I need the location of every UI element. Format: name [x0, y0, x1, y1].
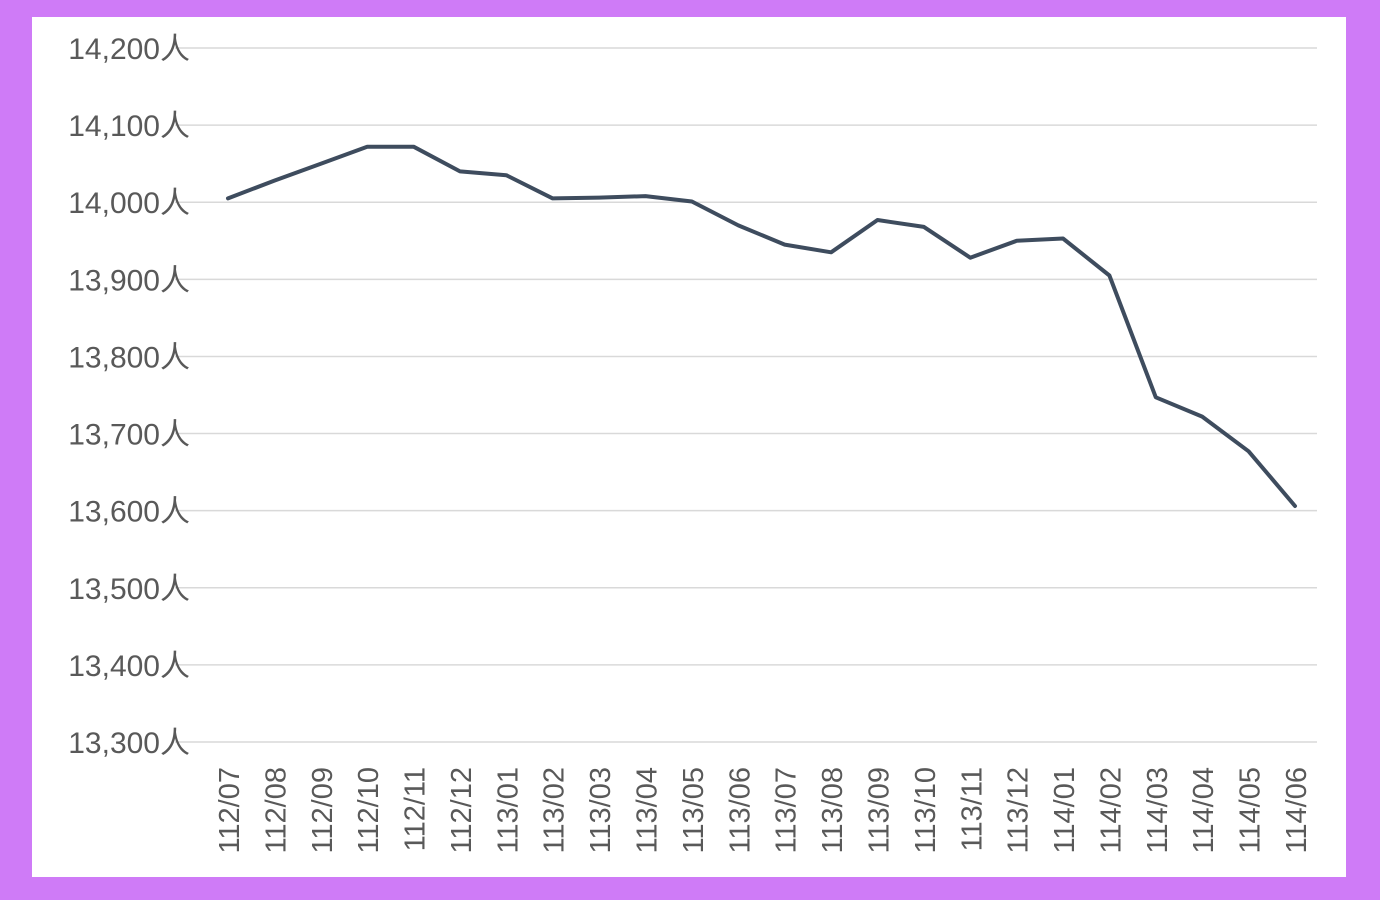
- x-tick-label: 113/02: [539, 767, 571, 854]
- x-tick-label: 113/11: [956, 767, 988, 851]
- y-tick-label: 13,700人: [68, 419, 190, 452]
- x-tick-label: 112/11: [400, 767, 432, 851]
- y-axis-ticks: 13,300人 13,400人 13,500人 13,600人 13,700人 13,80…: [68, 33, 190, 760]
- x-tick-label: 114/05: [1235, 767, 1267, 854]
- x-tick-label: 113/09: [863, 767, 895, 854]
- x-tick-label: 114/04: [1188, 767, 1220, 854]
- series-line: [226, 144, 1297, 508]
- x-tick-label: 113/10: [910, 767, 942, 854]
- x-tick-label: 112/12: [446, 767, 478, 854]
- y-tick-label: 14,200人: [68, 33, 190, 66]
- x-tick-label: 113/08: [817, 767, 849, 854]
- x-tick-label: 114/06: [1281, 767, 1313, 854]
- x-tick-label: 112/09: [307, 767, 339, 854]
- line-chart: 13,300人 13,400人 13,500人 13,600人 13,700人 13,80…: [68, 33, 1317, 854]
- x-tick-label: 112/07: [214, 767, 246, 854]
- x-tick-label: 112/08: [260, 767, 292, 854]
- x-tick-label: 113/01: [492, 767, 524, 854]
- chart-panel: 13,300人 13,400人 13,500人 13,600人 13,700人 13,80…: [32, 17, 1346, 877]
- x-tick-label: 114/02: [1095, 767, 1127, 854]
- x-tick-label: 114/01: [1049, 767, 1081, 854]
- gridlines: [175, 47, 1317, 743]
- x-tick-label: 113/03: [585, 767, 617, 854]
- x-tick-label: 113/12: [1003, 767, 1035, 854]
- x-tick-label: 113/05: [678, 767, 710, 854]
- y-tick-label: 14,000人: [68, 187, 190, 220]
- x-tick-label: 112/10: [353, 767, 385, 854]
- x-tick-label: 113/07: [771, 767, 803, 854]
- y-tick-label: 13,300人: [68, 727, 190, 760]
- x-axis-ticks: 112/07 112/08 112/09 112/10 112/11 112/12 113/…: [214, 767, 1313, 854]
- y-tick-label: 13,900人: [68, 264, 190, 297]
- y-tick-label: 13,500人: [68, 573, 190, 606]
- y-tick-label: 13,600人: [68, 496, 190, 529]
- x-tick-label: 113/06: [724, 767, 756, 854]
- x-tick-label: 113/04: [632, 767, 664, 854]
- y-tick-label: 14,100人: [68, 110, 190, 143]
- y-tick-label: 13,400人: [68, 650, 190, 683]
- series-lines: [226, 144, 1297, 508]
- y-tick-label: 13,800人: [68, 341, 190, 374]
- x-tick-label: 114/03: [1142, 767, 1174, 854]
